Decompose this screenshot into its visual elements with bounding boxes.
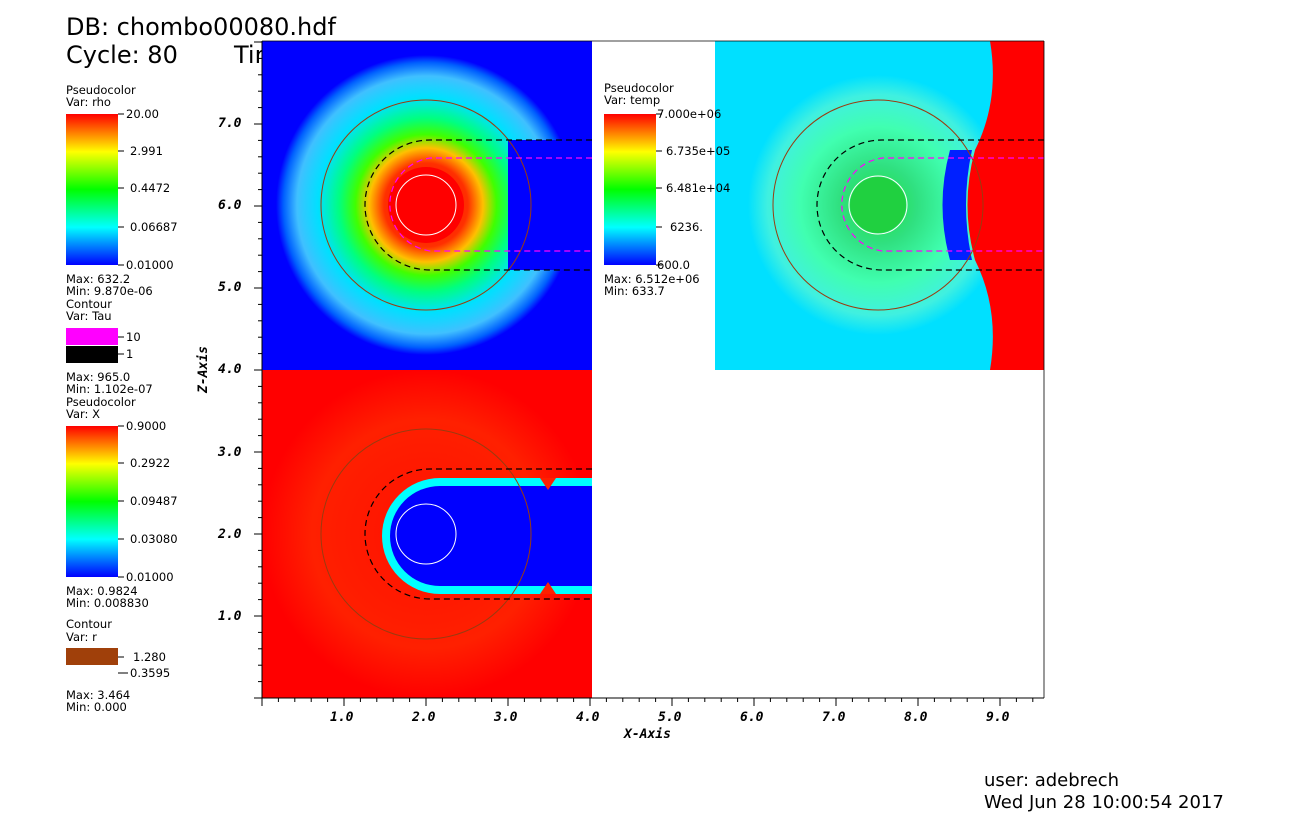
z-tick-label: 1.0 [218, 609, 242, 624]
z-tick-label: 4.0 [218, 362, 242, 377]
x-tick-label: 4.0 [576, 710, 600, 725]
x-legend-label-2: 0.09487 [130, 494, 178, 508]
rho-field [262, 41, 592, 370]
tau-legend-label-1: 1 [126, 347, 134, 361]
temp-legend-label-2: 6.481e+04 [666, 181, 731, 195]
x-field [262, 370, 592, 698]
x-tick-label: 5.0 [658, 710, 682, 725]
x-tick-label: 2.0 [412, 710, 436, 725]
temp-legend-label-1: 6.735e+05 [666, 144, 731, 158]
temp-legend-max: Max: 6.512e+06 [604, 272, 700, 286]
x-tick-label: 9.0 [986, 710, 1010, 725]
r-legend-min: Min: 0.000 [66, 700, 127, 714]
x-legend-label-1: 0.2922 [130, 456, 171, 470]
z-axis-title: Z-Axis [195, 346, 211, 393]
temp-legend-var: Var: temp [604, 93, 661, 107]
x-tick-label: 1.0 [330, 710, 354, 725]
r-legend-label-0: 1.280 [133, 650, 166, 664]
tau-swatch-1 [66, 346, 118, 363]
x-axis-title: X-Axis [624, 727, 671, 742]
z-tick-label: 6.0 [218, 198, 242, 213]
temp-legend-label-0: 7.000e+06 [657, 107, 722, 121]
r-legend-var: Var: r [66, 630, 97, 644]
rho-legend-min: Min: 9.870e-06 [66, 284, 153, 298]
rho-legend-max: Max: 632.2 [66, 272, 131, 286]
user-label: user: adebrech [984, 770, 1120, 791]
z-tick-label: 2.0 [218, 527, 242, 542]
rho-legend-label-1: 2.991 [130, 144, 163, 158]
tau-legend-label-0: 10 [126, 330, 141, 344]
tau-legend-max: Max: 965.0 [66, 370, 131, 384]
rho-legend-label-0: 20.00 [126, 107, 159, 121]
temp-legend-label-4: 600.0 [657, 258, 690, 272]
temp-field [715, 41, 1044, 370]
x-legend-label-3: 0.03080 [130, 532, 178, 546]
x-legend-type: Pseudocolor [66, 395, 136, 409]
database-title: DB: chombo00080.hdf [66, 13, 336, 41]
r-legend-type: Contour [66, 617, 112, 631]
rho-colorbar [66, 114, 118, 265]
r-swatch [66, 648, 118, 665]
temp-colorbar [604, 114, 656, 265]
x-tick-label: 3.0 [494, 710, 518, 725]
temp-legend-min: Min: 633.7 [604, 284, 665, 298]
r-legend-label-1: 0.3595 [130, 666, 171, 680]
rho-legend-var: Var: rho [66, 95, 111, 109]
x-colorbar [66, 426, 118, 577]
x-legend-var: Var: X [66, 407, 100, 421]
rho-legend-label-4: 0.01000 [126, 258, 174, 272]
r-legend-max: Max: 3.464 [66, 688, 131, 702]
x-tick-label: 7.0 [822, 710, 846, 725]
cycle-label: Cycle: 80 [66, 41, 178, 69]
z-tick-label: 3.0 [218, 445, 242, 460]
rho-legend-type: Pseudocolor [66, 83, 136, 97]
tau-legend-min: Min: 1.102e-07 [66, 382, 153, 396]
tau-legend-type: Contour [66, 297, 112, 311]
tau-legend-var: Var: Tau [66, 309, 112, 323]
x-legend-label-0: 0.9000 [126, 419, 167, 433]
x-legend-min: Min: 0.008830 [66, 596, 149, 610]
z-tick-label: 5.0 [218, 280, 242, 295]
z-tick-label: 7.0 [218, 116, 242, 131]
timestamp-label: Wed Jun 28 10:00:54 2017 [984, 792, 1224, 813]
rho-legend-label-3: 0.06687 [130, 220, 178, 234]
x-legend-max: Max: 0.9824 [66, 584, 138, 598]
tau-swatch-10 [66, 328, 118, 345]
temp-legend-label-3: 6236. [670, 220, 703, 234]
x-tick-label: 6.0 [740, 710, 764, 725]
x-tick-label: 8.0 [904, 710, 928, 725]
rho-legend-label-2: 0.4472 [130, 181, 171, 195]
temp-legend-type: Pseudocolor [604, 81, 674, 95]
x-legend-label-4: 0.01000 [126, 570, 174, 584]
